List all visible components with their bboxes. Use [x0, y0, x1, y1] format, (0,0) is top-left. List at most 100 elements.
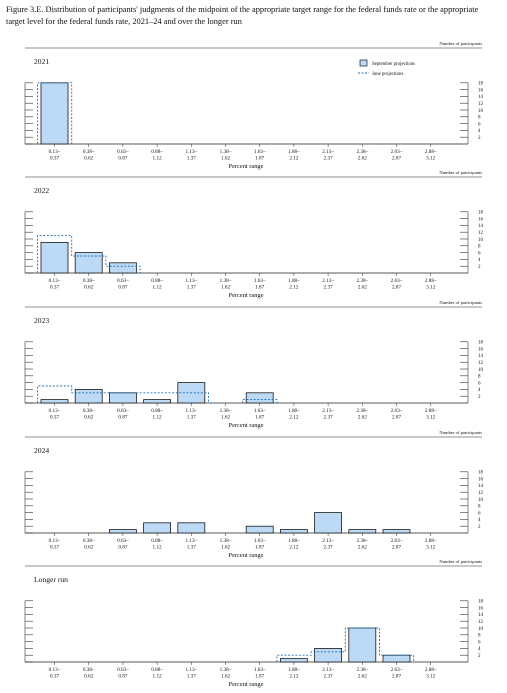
x-tick-label: 0.63– — [117, 278, 129, 284]
y-tick-label: 8 — [478, 245, 481, 250]
x-tick-label: 0.62 — [84, 674, 93, 680]
y-tick-label: 16 — [478, 217, 484, 222]
y-tick-label: 10 — [478, 627, 484, 632]
y-tick-label: 12 — [478, 620, 484, 625]
x-tick-label: 2.62 — [358, 285, 367, 291]
june-outline — [37, 385, 278, 403]
y-tick-label: 18 — [478, 471, 484, 476]
x-axis-title: Percent range — [229, 163, 264, 170]
x-tick-label: 1.12 — [153, 285, 162, 291]
x-tick-label: 0.62 — [84, 545, 93, 551]
x-tick-label: 1.87 — [255, 156, 264, 162]
x-tick-label: 3.12 — [426, 545, 435, 551]
x-tick-label: 2.88– — [425, 149, 437, 155]
y-tick-label: 14 — [478, 354, 484, 359]
x-tick-label: 2.88– — [425, 278, 437, 284]
x-tick-label: 1.13– — [185, 667, 197, 673]
y-tick-label: 16 — [478, 347, 484, 352]
x-tick-label: 0.88– — [151, 667, 163, 673]
y-tick-label: 12 — [478, 491, 484, 496]
x-tick-label: 1.87 — [255, 415, 264, 421]
september-bar — [109, 392, 137, 404]
x-tick-label: 0.87 — [118, 285, 127, 291]
x-tick-label: 0.62 — [84, 415, 93, 421]
x-tick-label: 0.63– — [117, 408, 129, 414]
y-tick-label: 16 — [478, 477, 484, 482]
y-tick-label: 2 — [478, 654, 481, 659]
panel-2: Number of participants 2022 2 4 68 10 12 14 1618… — [24, 170, 484, 299]
x-tick-label: 1.62 — [221, 415, 230, 421]
panel-label: Longer run — [34, 575, 68, 584]
x-tick-label: 1.88– — [288, 538, 300, 544]
september-bar — [314, 648, 343, 663]
y-axis-title: Number of participants — [439, 300, 482, 305]
september-bar — [40, 241, 69, 274]
legend-september-swatch — [359, 59, 368, 67]
y-tick-label: 10 — [478, 498, 484, 503]
y-tick-label: 8 — [478, 505, 481, 510]
x-tick-label: 2.88– — [425, 538, 437, 544]
panel-4: Number of participants 2024 2 4 68 10 12 14 1618… — [24, 430, 484, 559]
x-tick-label: 0.37 — [50, 674, 59, 680]
y-tick-label: 2 — [478, 136, 481, 141]
september-bar — [40, 82, 69, 145]
y-axis-title: Number of participants — [439, 170, 482, 175]
x-tick-label: 2.37 — [324, 285, 333, 291]
x-tick-label: 2.38– — [356, 667, 368, 673]
y-tick-label: 2 — [478, 525, 481, 530]
y-tick-label: 10 — [478, 368, 484, 373]
september-bar — [109, 529, 137, 534]
x-axis-title: Percent range — [229, 552, 264, 559]
y-tick-label: 2 — [478, 395, 481, 400]
x-tick-label: 2.63– — [391, 408, 403, 414]
september-bar — [245, 525, 274, 534]
panel-label: 2023 — [34, 316, 49, 325]
x-tick-label: 0.88– — [151, 149, 163, 155]
x-tick-label: 2.12 — [289, 285, 298, 291]
x-tick-label: 2.12 — [289, 674, 298, 680]
x-tick-label: 1.87 — [255, 674, 264, 680]
x-tick-label: 1.37 — [187, 674, 196, 680]
x-tick-label: 0.87 — [118, 545, 127, 551]
x-tick-label: 2.62 — [358, 156, 367, 162]
x-tick-label: 0.88– — [151, 408, 163, 414]
x-tick-label: 1.38– — [220, 149, 232, 155]
x-tick-label: 0.88– — [151, 278, 163, 284]
september-bar — [348, 627, 377, 663]
y-tick-label: 14 — [478, 224, 484, 229]
june-outline — [276, 627, 415, 662]
x-tick-label: 1.63– — [254, 667, 266, 673]
september-bar — [177, 522, 206, 534]
y-tick-label: 18 — [478, 82, 484, 87]
x-axis-title: Percent range — [229, 681, 264, 688]
x-tick-label: 1.38– — [220, 278, 232, 284]
x-tick-label: 1.62 — [221, 285, 230, 291]
x-tick-label: 0.38– — [83, 408, 95, 414]
x-tick-label: 1.12 — [153, 545, 162, 551]
x-tick-label: 2.63– — [391, 538, 403, 544]
september-bar — [74, 388, 103, 404]
y-tick-label: 18 — [478, 211, 484, 216]
x-tick-label: 1.87 — [255, 545, 264, 551]
x-tick-label: 1.37 — [187, 156, 196, 162]
x-tick-label: 0.38– — [83, 278, 95, 284]
legend-june-label: June projections — [372, 72, 403, 77]
x-tick-label: 2.62 — [358, 415, 367, 421]
x-tick-label: 0.62 — [84, 285, 93, 291]
x-tick-label: 0.38– — [83, 538, 95, 544]
x-tick-label: 2.63– — [391, 278, 403, 284]
x-tick-label: 0.38– — [83, 667, 95, 673]
x-tick-label: 1.13– — [185, 149, 197, 155]
x-tick-label: 2.88– — [425, 667, 437, 673]
y-tick-label: 12 — [478, 361, 484, 366]
x-tick-label: 1.62 — [221, 674, 230, 680]
figure-title: Figure 3.E. Distribution of participants… — [6, 5, 479, 26]
y-tick-label: 16 — [478, 88, 484, 93]
x-tick-label: 1.63– — [254, 538, 266, 544]
x-tick-label: 0.63– — [117, 149, 129, 155]
x-tick-label: 0.13– — [49, 149, 61, 155]
x-tick-label: 3.12 — [426, 285, 435, 291]
y-tick-label: 18 — [478, 341, 484, 346]
y-tick-label: 6 — [478, 122, 481, 127]
september-bar — [382, 529, 411, 534]
